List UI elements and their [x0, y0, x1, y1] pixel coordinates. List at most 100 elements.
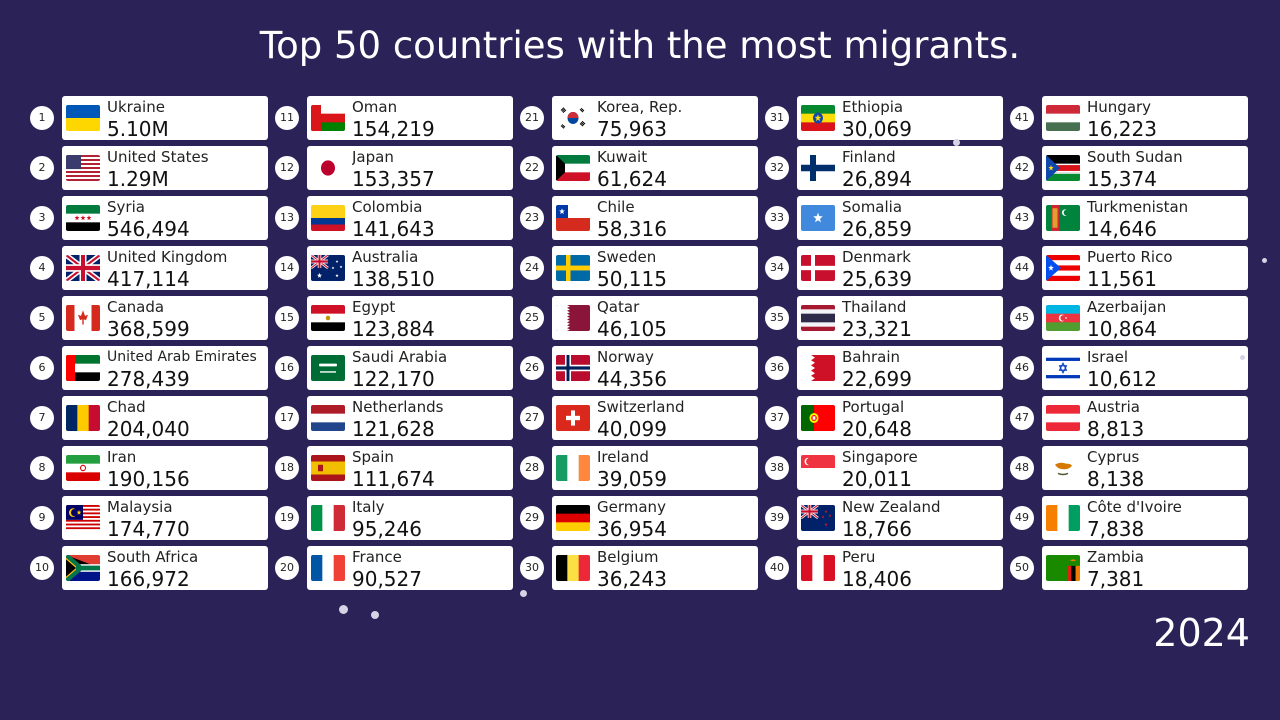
migrant-count: 25,639	[842, 267, 912, 291]
ranking-entry: 5 Canada 368,599	[30, 296, 270, 342]
rank-badge: 20	[275, 556, 299, 580]
rank-badge: 45	[1010, 306, 1034, 330]
rank-badge: 24	[520, 256, 544, 280]
rank-badge: 3	[30, 206, 54, 230]
country-card: Belgium 36,243	[552, 546, 758, 591]
migrant-count: 36,954	[597, 517, 667, 541]
country-card: Côte d'Ivoire 7,838	[1042, 496, 1248, 541]
ranking-entry: 26 Norway 44,356	[520, 346, 760, 392]
rank-badge: 15	[275, 306, 299, 330]
country-name: Colombia	[352, 198, 423, 216]
country-card: Peru 18,406	[797, 546, 1003, 591]
country-card: Singapore 20,011	[797, 446, 1003, 491]
migrant-count: 22,699	[842, 367, 912, 391]
ranking-entry: 10 South Africa 166,972	[30, 546, 270, 592]
belgium-flag-icon	[556, 555, 590, 581]
country-name: Austria	[1087, 398, 1140, 416]
rank-badge: 9	[30, 506, 54, 530]
country-name: South Sudan	[1087, 148, 1183, 166]
migrant-count: 368,599	[107, 317, 190, 341]
migrant-count: 5.10M	[107, 117, 169, 141]
cyprus-flag-icon	[1046, 455, 1080, 481]
country-card: Zambia 7,381	[1042, 546, 1248, 591]
rank-badge: 16	[275, 356, 299, 380]
country-name: Israel	[1087, 348, 1128, 366]
rank-badge: 10	[30, 556, 54, 580]
rank-badge: 33	[765, 206, 789, 230]
country-name: Kuwait	[597, 148, 648, 166]
ranking-entry: 27 Switzerland 40,099	[520, 396, 760, 442]
rank-badge: 12	[275, 156, 299, 180]
ranking-entry: 24 Sweden 50,115	[520, 246, 760, 292]
cote-divoire-flag-icon	[1046, 505, 1080, 531]
country-name: Spain	[352, 448, 394, 466]
turkmenistan-flag-icon	[1046, 205, 1080, 231]
rank-badge: 40	[765, 556, 789, 580]
country-name: South Africa	[107, 548, 199, 566]
migrant-count: 26,894	[842, 167, 912, 191]
ranking-entry: 31 Ethiopia 30,069	[765, 96, 1005, 142]
rank-badge: 31	[765, 106, 789, 130]
country-card: Oman 154,219	[307, 96, 513, 141]
country-name: Côte d'Ivoire	[1087, 498, 1182, 516]
ranking-entry: 44 Puerto Rico 11,561	[1010, 246, 1250, 292]
south-africa-flag-icon	[66, 555, 100, 581]
rank-badge: 8	[30, 456, 54, 480]
rank-badge: 11	[275, 106, 299, 130]
migrant-count: 122,170	[352, 367, 435, 391]
rank-badge: 7	[30, 406, 54, 430]
rank-badge: 14	[275, 256, 299, 280]
migrant-count: 278,439	[107, 367, 190, 391]
country-card: Azerbaijan 10,864	[1042, 296, 1248, 341]
ranking-entry: 33 Somalia 26,859	[765, 196, 1005, 242]
ranking-entry: 34 Denmark 25,639	[765, 246, 1005, 292]
country-card: Qatar 46,105	[552, 296, 758, 341]
ranking-entry: 48 Cyprus 8,138	[1010, 446, 1250, 492]
country-name: Ukraine	[107, 98, 165, 116]
new-zealand-flag-icon	[801, 505, 835, 531]
migrant-count: 7,381	[1087, 567, 1145, 591]
country-name: Saudi Arabia	[352, 348, 448, 366]
country-name: Italy	[352, 498, 385, 516]
ranking-entry: 11 Oman 154,219	[275, 96, 515, 142]
country-name: Malaysia	[107, 498, 173, 516]
country-card: Finland 26,894	[797, 146, 1003, 191]
rank-badge: 1	[30, 106, 54, 130]
south-sudan-flag-icon	[1046, 155, 1080, 181]
country-name: Syria	[107, 198, 145, 216]
ranking-entry: 45 Azerbaijan 10,864	[1010, 296, 1250, 342]
country-card: Germany 36,954	[552, 496, 758, 541]
migrant-count: 111,674	[352, 467, 435, 491]
bahrain-flag-icon	[801, 355, 835, 381]
israel-flag-icon	[1046, 355, 1080, 381]
finland-flag-icon	[801, 155, 835, 181]
ranking-entry: 41 Hungary 16,223	[1010, 96, 1250, 142]
migrant-count: 10,864	[1087, 317, 1157, 341]
rank-badge: 18	[275, 456, 299, 480]
migrant-count: 7,838	[1087, 517, 1145, 541]
austria-flag-icon	[1046, 405, 1080, 431]
ethiopia-flag-icon	[801, 105, 835, 131]
country-name: Denmark	[842, 248, 911, 266]
spain-flag-icon	[311, 455, 345, 481]
ranking-entry: 3 Syria 546,494	[30, 196, 270, 242]
rank-badge: 17	[275, 406, 299, 430]
country-card: Turkmenistan 14,646	[1042, 196, 1248, 241]
country-card: Cyprus 8,138	[1042, 446, 1248, 491]
migrant-count: 20,648	[842, 417, 912, 441]
rank-badge: 29	[520, 506, 544, 530]
united-kingdom-flag-icon	[66, 255, 100, 281]
ranking-entry: 32 Finland 26,894	[765, 146, 1005, 192]
hungary-flag-icon	[1046, 105, 1080, 131]
malaysia-flag-icon	[66, 505, 100, 531]
country-name: Zambia	[1087, 548, 1144, 566]
country-name: Bahrain	[842, 348, 901, 366]
portugal-flag-icon	[801, 405, 835, 431]
chart-title: Top 50 countries with the most migrants.	[259, 24, 1021, 67]
country-name: Azerbaijan	[1087, 298, 1167, 316]
country-card: Ireland 39,059	[552, 446, 758, 491]
migrant-count: 44,356	[597, 367, 667, 391]
country-card: Israel 10,612	[1042, 346, 1248, 391]
migrant-count: 8,813	[1087, 417, 1145, 441]
migrant-count: 36,243	[597, 567, 667, 591]
